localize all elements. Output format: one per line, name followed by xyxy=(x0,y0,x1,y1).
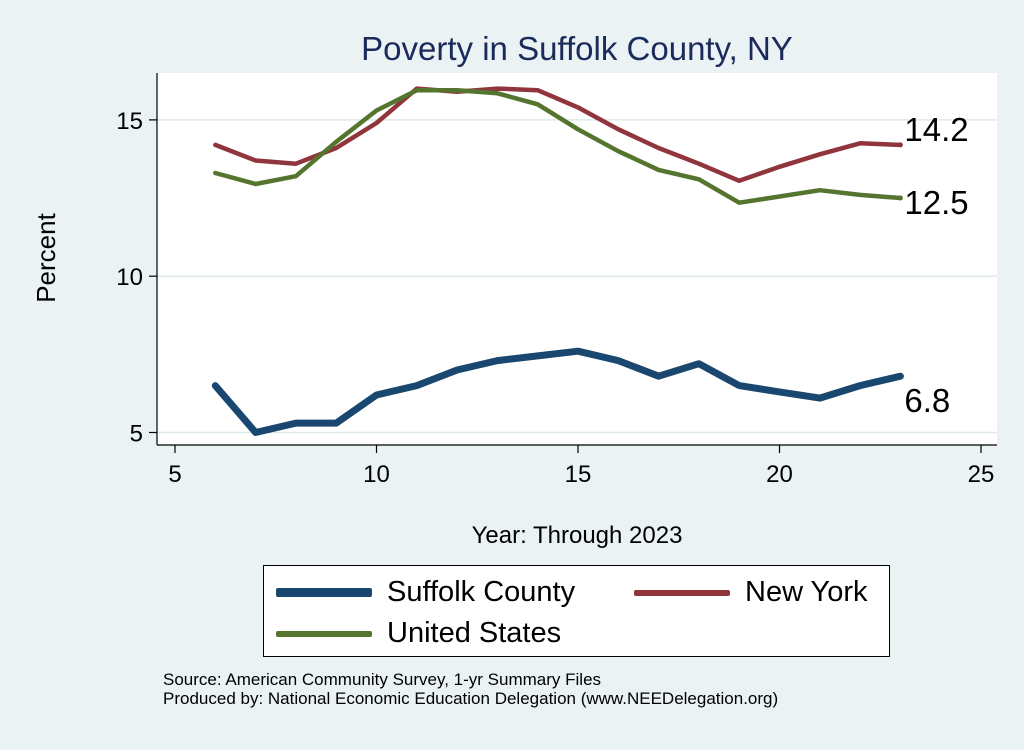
legend-label-united-states: United States xyxy=(387,617,561,650)
end-label-new-york: 14.2 xyxy=(904,111,968,148)
producer-note-line: Produced by: National Economic Education… xyxy=(163,689,778,708)
end-label-suffolk-county: 6.8 xyxy=(904,382,950,419)
x-tick-label-5: 5 xyxy=(168,461,181,488)
y-tick-label-5: 5 xyxy=(130,420,143,447)
data-point-suffolk-county-23 xyxy=(898,374,903,379)
legend: Suffolk County New York United States xyxy=(263,565,890,657)
legend-label-suffolk-county: Suffolk County xyxy=(387,576,575,609)
chart-title: Poverty in Suffolk County, NY xyxy=(361,30,793,67)
source-notes: Source: American Community Survey, 1-yr … xyxy=(163,670,778,708)
y-axis-label: Percent xyxy=(31,212,61,302)
x-tick-label-20: 20 xyxy=(766,461,793,488)
legend-item-suffolk-county: Suffolk County xyxy=(276,576,575,609)
legend-item-united-states: United States xyxy=(276,617,561,650)
x-tick-label-15: 15 xyxy=(565,461,592,488)
x-tick-label-25: 25 xyxy=(968,461,995,488)
legend-swatch-new-york xyxy=(634,590,730,596)
legend-label-new-york: New York xyxy=(745,576,868,609)
y-tick-label-10: 10 xyxy=(116,264,143,291)
data-point-united-states-23 xyxy=(898,196,903,201)
x-tick-label-10: 10 xyxy=(363,461,390,488)
legend-swatch-suffolk-county xyxy=(276,588,372,597)
x-axis-label: Year: Through 2023 xyxy=(472,522,683,549)
end-label-united-states: 12.5 xyxy=(904,184,968,221)
data-point-new-york-23 xyxy=(898,142,903,147)
source-note-line: Source: American Community Survey, 1-yr … xyxy=(163,670,778,689)
legend-swatch-united-states xyxy=(276,631,372,637)
y-tick-label-15: 15 xyxy=(116,108,143,135)
legend-item-new-york: New York xyxy=(634,576,868,609)
